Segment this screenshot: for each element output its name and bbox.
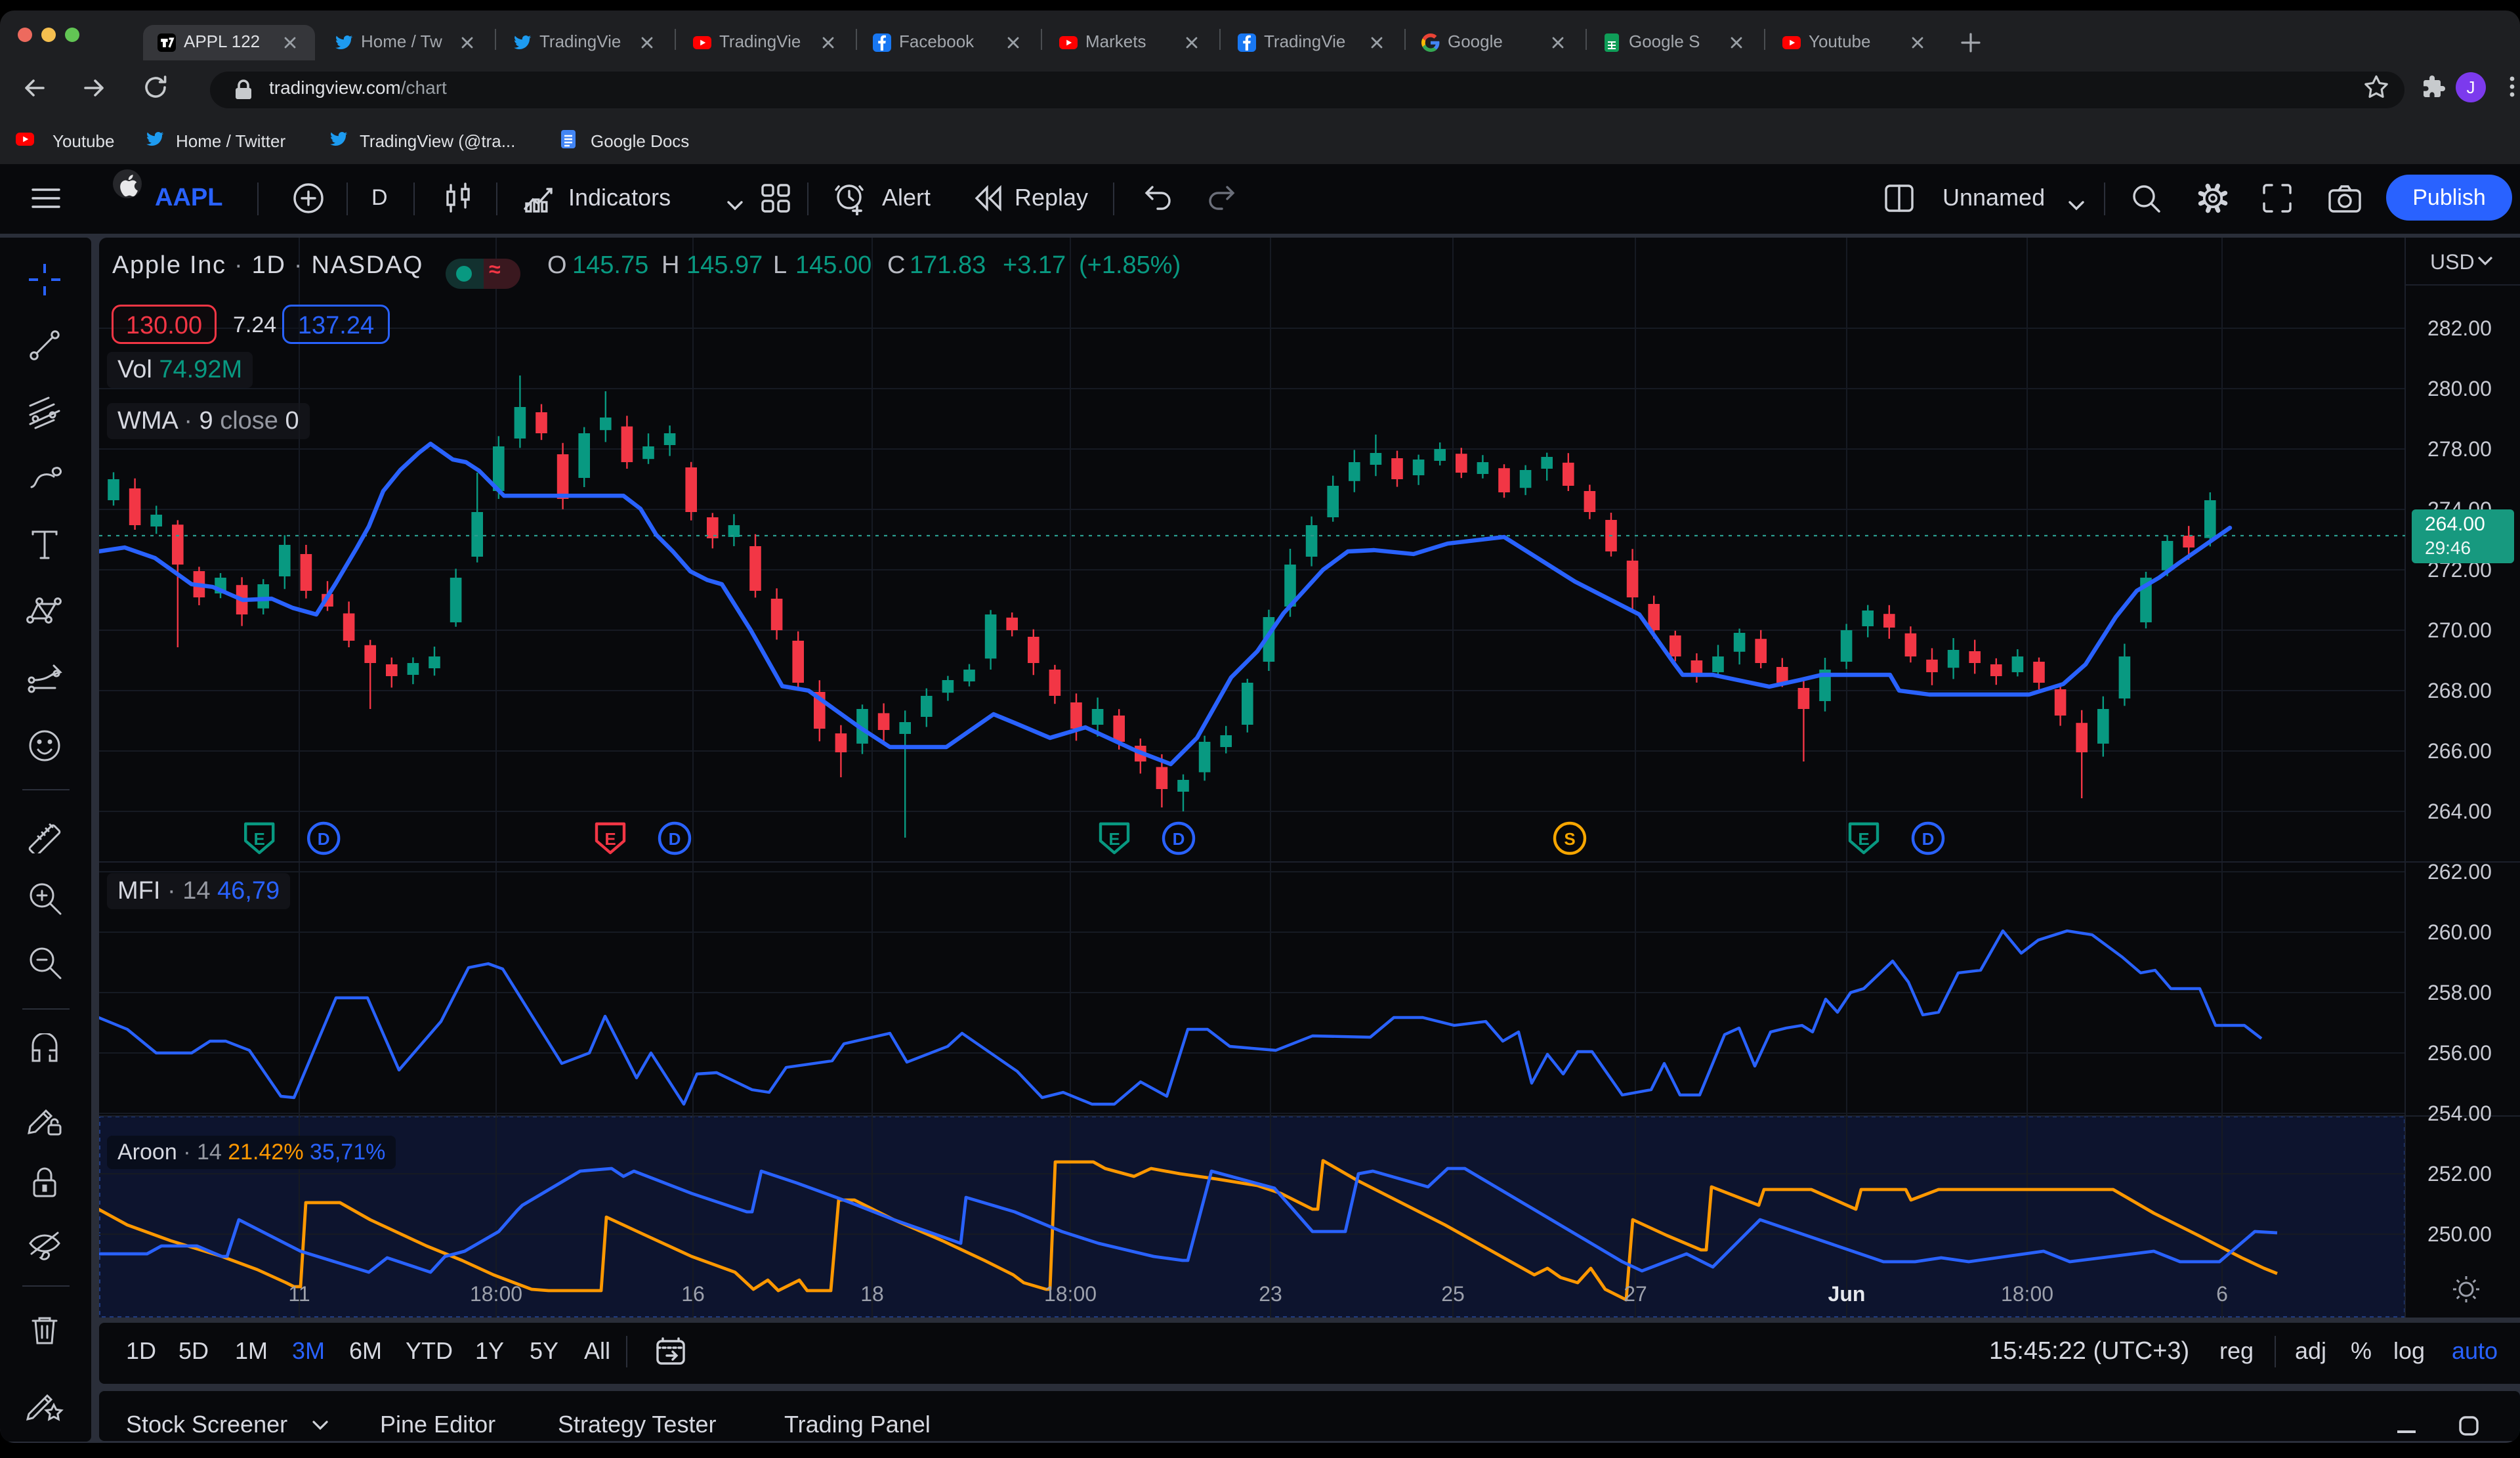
- svg-text:D: D: [669, 829, 681, 849]
- svg-text:16: 16: [681, 1282, 705, 1306]
- svg-text:266.00: 266.00: [2427, 739, 2492, 763]
- svg-text:23: 23: [1259, 1282, 1282, 1306]
- svg-text:252.00: 252.00: [2427, 1162, 2492, 1186]
- svg-text:E: E: [1858, 829, 1869, 849]
- svg-text:6: 6: [2216, 1282, 2228, 1306]
- svg-text:25: 25: [1441, 1282, 1465, 1306]
- svg-text:280.00: 280.00: [2427, 377, 2492, 400]
- svg-text:Jun: Jun: [1828, 1282, 1866, 1306]
- svg-text:250.00: 250.00: [2427, 1222, 2492, 1246]
- svg-text:S: S: [1564, 829, 1575, 849]
- svg-text:D: D: [318, 829, 330, 849]
- svg-text:254.00: 254.00: [2427, 1102, 2492, 1125]
- svg-text:264.00: 264.00: [2427, 800, 2492, 823]
- svg-text:D: D: [1173, 829, 1185, 849]
- svg-text:260.00: 260.00: [2427, 920, 2492, 944]
- svg-text:268.00: 268.00: [2427, 679, 2492, 702]
- svg-text:270.00: 270.00: [2427, 618, 2492, 642]
- svg-text:E: E: [1108, 829, 1120, 849]
- svg-text:264.00: 264.00: [2425, 513, 2485, 535]
- svg-text:E: E: [254, 829, 265, 849]
- svg-text:USD: USD: [2430, 250, 2475, 274]
- svg-text:258.00: 258.00: [2427, 981, 2492, 1004]
- svg-text:11: 11: [288, 1282, 310, 1306]
- svg-text:18:00: 18:00: [470, 1282, 522, 1306]
- svg-text:27: 27: [1624, 1282, 1647, 1306]
- svg-text:282.00: 282.00: [2427, 316, 2492, 340]
- svg-text:29:46: 29:46: [2425, 538, 2471, 558]
- svg-text:D: D: [1922, 829, 1935, 849]
- svg-text:18:00: 18:00: [1044, 1282, 1097, 1306]
- svg-text:E: E: [604, 829, 616, 849]
- svg-text:278.00: 278.00: [2427, 437, 2492, 461]
- svg-text:18: 18: [860, 1282, 884, 1306]
- svg-text:262.00: 262.00: [2427, 860, 2492, 884]
- svg-text:256.00: 256.00: [2427, 1041, 2492, 1065]
- svg-text:18:00: 18:00: [2001, 1282, 2053, 1306]
